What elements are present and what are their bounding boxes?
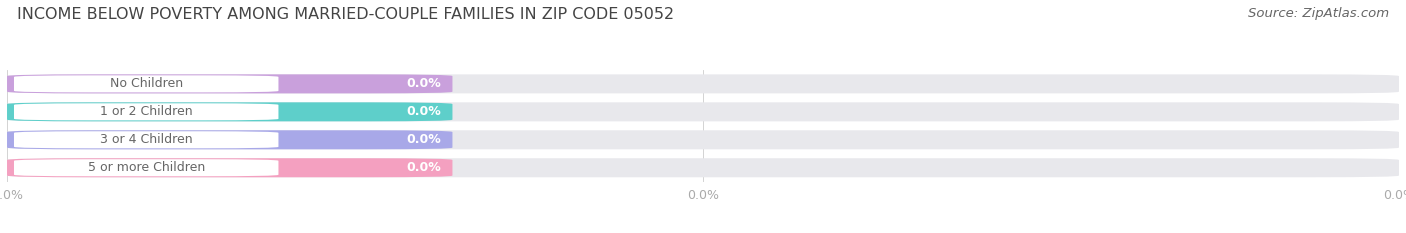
Text: INCOME BELOW POVERTY AMONG MARRIED-COUPLE FAMILIES IN ZIP CODE 05052: INCOME BELOW POVERTY AMONG MARRIED-COUPL… bbox=[17, 7, 673, 22]
Text: 3 or 4 Children: 3 or 4 Children bbox=[100, 133, 193, 146]
FancyBboxPatch shape bbox=[14, 159, 278, 176]
Text: 1 or 2 Children: 1 or 2 Children bbox=[100, 105, 193, 118]
FancyBboxPatch shape bbox=[7, 130, 1399, 149]
FancyBboxPatch shape bbox=[7, 74, 1399, 93]
FancyBboxPatch shape bbox=[7, 74, 453, 93]
FancyBboxPatch shape bbox=[14, 103, 278, 120]
FancyBboxPatch shape bbox=[14, 131, 278, 148]
Text: 5 or more Children: 5 or more Children bbox=[87, 161, 205, 174]
Text: 0.0%: 0.0% bbox=[406, 77, 441, 90]
FancyBboxPatch shape bbox=[7, 102, 453, 121]
Text: 0.0%: 0.0% bbox=[688, 189, 718, 202]
FancyBboxPatch shape bbox=[7, 130, 453, 149]
Text: 0.0%: 0.0% bbox=[406, 105, 441, 118]
Text: No Children: No Children bbox=[110, 77, 183, 90]
FancyBboxPatch shape bbox=[7, 158, 453, 177]
FancyBboxPatch shape bbox=[7, 158, 1399, 177]
Text: 0.0%: 0.0% bbox=[0, 189, 22, 202]
Text: Source: ZipAtlas.com: Source: ZipAtlas.com bbox=[1249, 7, 1389, 20]
Text: 0.0%: 0.0% bbox=[406, 161, 441, 174]
Text: 0.0%: 0.0% bbox=[1384, 189, 1406, 202]
FancyBboxPatch shape bbox=[7, 102, 1399, 121]
Text: 0.0%: 0.0% bbox=[406, 133, 441, 146]
FancyBboxPatch shape bbox=[14, 75, 278, 93]
